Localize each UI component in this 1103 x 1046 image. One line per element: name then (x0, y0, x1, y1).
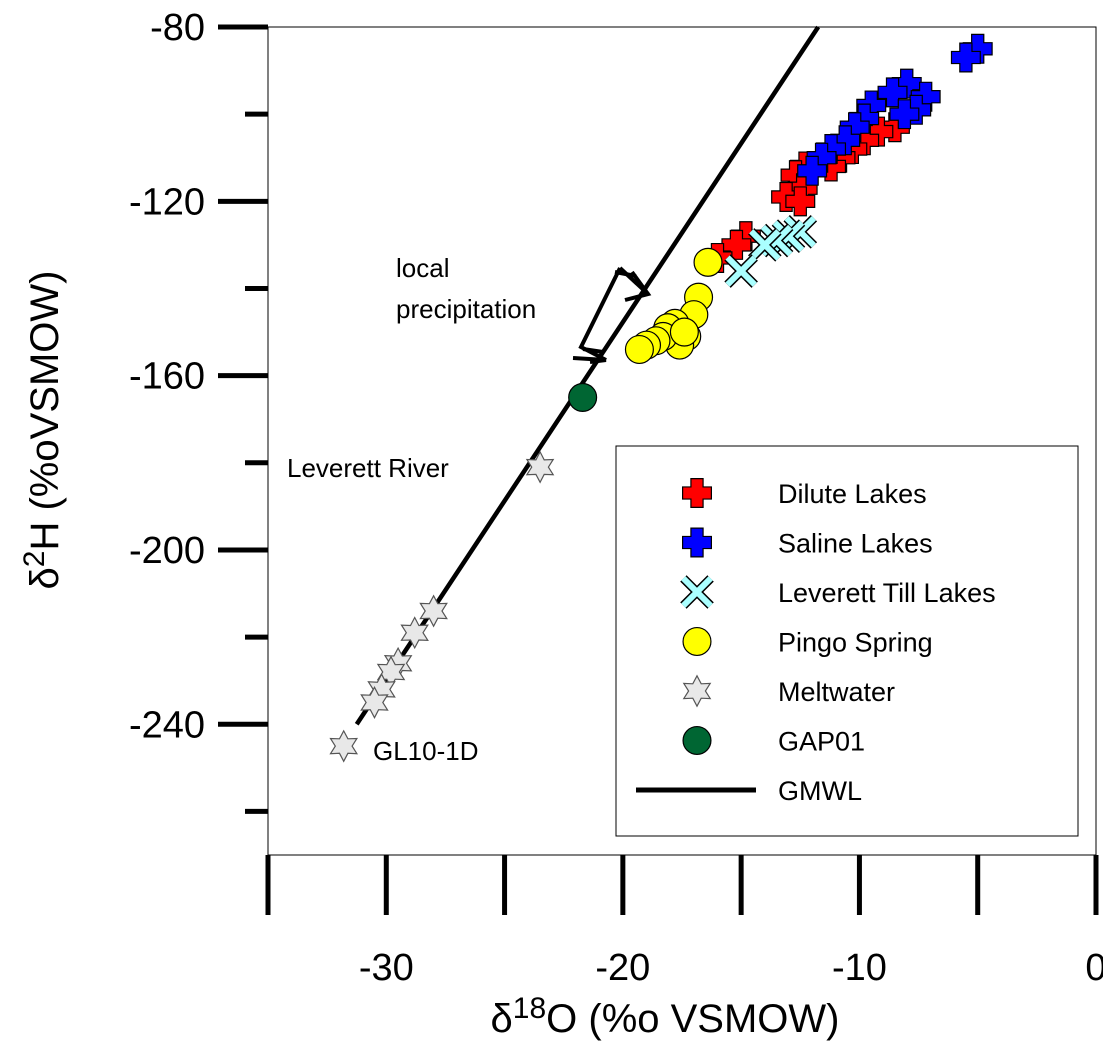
annotation-leverett-river: Leverett River (287, 453, 449, 483)
y-tick-label-3: -200 (129, 530, 205, 572)
data-point-saline-lakes-12 (806, 142, 837, 173)
legend: Dilute Lakes Saline Lakes Leverett Till La… (615, 445, 1079, 837)
y-tick-label-2: -160 (129, 356, 205, 398)
x-tick-label-3: 0 (1085, 947, 1103, 989)
data-point-meltwater-0 (525, 450, 555, 484)
legend-swatch-meltwater (682, 674, 712, 708)
data-point-leverett-till-lakes-4 (724, 254, 758, 288)
data-point-gap01-0 (568, 382, 598, 412)
legend-label-leverett-till-lakes: Leverett Till Lakes (778, 578, 996, 608)
x-tick-label-0: -30 (359, 947, 414, 989)
legend-label-meltwater: Meltwater (778, 677, 895, 707)
data-point-meltwater-2 (400, 616, 429, 650)
local-precipitation-bracket (572, 266, 652, 364)
data-point-meltwater-6 (360, 686, 389, 720)
annotation-local: local (396, 253, 449, 283)
x-tick-label-2: -10 (832, 947, 887, 989)
data-point-leverett-till-lakes-3 (748, 228, 782, 262)
legend-swatch-pingo-spring (682, 626, 712, 657)
plot-frame (267, 26, 1097, 856)
legend-label-gmwl: GMWL (778, 776, 862, 806)
data-point-saline-lakes-1 (950, 42, 981, 73)
annotation-gl10-1d: GL10-1D (373, 736, 479, 766)
x-axis-title: δ18O (%o VSMOW) (491, 992, 840, 1041)
data-point-pingo-spring-11 (669, 317, 699, 347)
data-point-saline-lakes-7 (889, 99, 920, 130)
legend-label-saline-lakes: Saline Lakes (778, 529, 933, 559)
y-tick-label-1: -120 (129, 181, 205, 223)
legend-swatch-gap01 (682, 725, 712, 756)
legend-swatch-dilute-lakes (682, 478, 712, 508)
legend-swatch-saline-lakes (682, 527, 712, 558)
data-point-meltwater-1 (419, 594, 448, 628)
data-point-pingo-spring-10 (624, 334, 654, 365)
y-tick-label-0: -80 (150, 7, 205, 49)
y-axis-title: δ2H (%oVSMOW) (18, 271, 67, 590)
annotation-precipitation: precipitation (396, 294, 536, 324)
data-point-saline-lakes-9 (839, 112, 870, 143)
legend-label-dilute-lakes: Dilute Lakes (778, 479, 927, 509)
data-point-pingo-spring-0 (693, 247, 723, 277)
y-tick-label-4: -240 (129, 704, 205, 746)
legend-label-pingo-spring: Pingo Spring (778, 628, 933, 658)
data-point-meltwater-7 (329, 729, 359, 763)
legend-swatch-leverett-till-lakes (680, 575, 714, 609)
data-point-saline-lakes-13 (797, 155, 828, 186)
x-tick-label-1: -20 (595, 947, 650, 989)
legend-label-gap01: GAP01 (778, 727, 865, 757)
data-point-dilute-lakes-10 (785, 186, 816, 217)
data-point-dilute-lakes-12 (721, 229, 752, 260)
data-point-saline-lakes-4 (910, 81, 941, 112)
